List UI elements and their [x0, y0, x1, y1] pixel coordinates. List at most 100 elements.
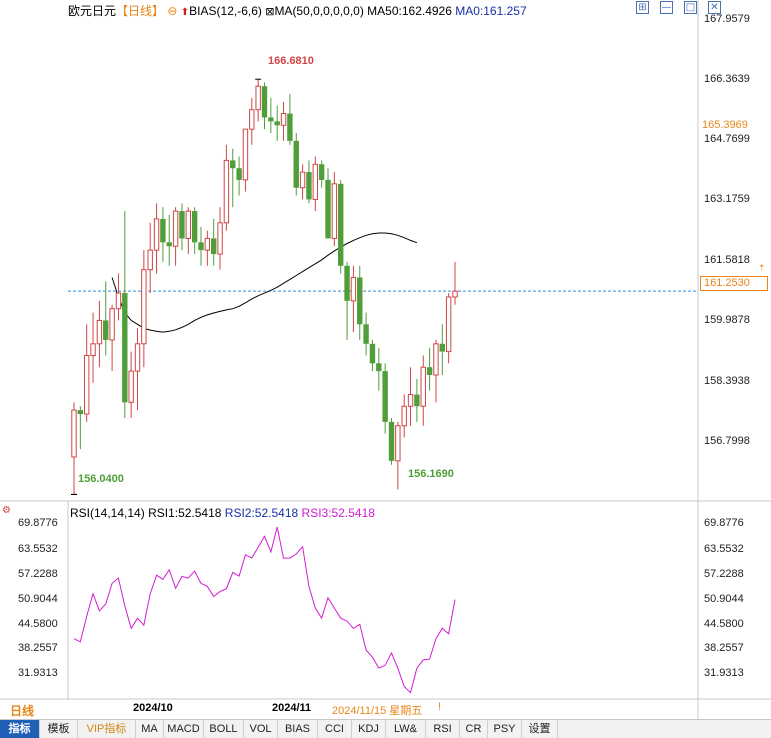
- rsi-tick: 50.9044: [704, 593, 744, 605]
- price-up-arrow-icon: ⇡: [758, 264, 766, 274]
- candle-body: [407, 394, 414, 407]
- rsi2-value: RSI2:52.5418: [224, 506, 299, 520]
- minimize-icon[interactable]: —: [660, 1, 673, 14]
- candle-body: [236, 168, 242, 180]
- rsi-settings-icon[interactable]: ⚙: [2, 505, 11, 516]
- price-tick: 164.7699: [704, 133, 750, 145]
- tab-template[interactable]: 模板: [40, 720, 78, 738]
- price-tick: 163.1759: [704, 193, 750, 205]
- candle: [96, 300, 103, 368]
- candle: [331, 172, 338, 247]
- candle-body: [369, 343, 376, 364]
- candle: [223, 144, 230, 231]
- candle: [338, 179, 344, 274]
- candle-body: [261, 86, 268, 118]
- candle-body: [115, 292, 122, 310]
- candle: [109, 304, 115, 372]
- price-tick: 161.5818: [704, 254, 750, 266]
- candle: [242, 128, 249, 192]
- candle: [388, 417, 395, 465]
- candle-body: [153, 218, 160, 251]
- price-tick: 158.3938: [704, 375, 750, 387]
- candle: [115, 273, 122, 321]
- indicator-up-icon: ⬆: [180, 7, 190, 18]
- tab-cci[interactable]: CCI: [318, 720, 352, 738]
- candle: [268, 97, 274, 134]
- rsi-tick: 63.5532: [704, 543, 744, 555]
- indicator-bias-label[interactable]: BIAS(12,-6,6): [189, 4, 262, 18]
- candle-body: [198, 242, 204, 251]
- rsi-tick: 63.5532: [18, 543, 58, 555]
- candle: [293, 133, 299, 196]
- lock-icon[interactable]: ⊖: [167, 4, 178, 18]
- candle-body: [325, 179, 331, 239]
- tab-ma[interactable]: MA: [136, 720, 164, 738]
- candle: [287, 94, 293, 145]
- candle-body: [331, 183, 338, 239]
- rsi-tick: 31.9313: [704, 667, 744, 679]
- candle: [134, 328, 141, 411]
- candle-body: [217, 222, 223, 255]
- candle: [198, 226, 204, 266]
- rsi-tick: 69.8776: [704, 517, 744, 529]
- candle: [414, 378, 420, 422]
- rsi-title[interactable]: RSI(14,14,14): [70, 506, 145, 520]
- candle: [191, 207, 198, 255]
- candle-body: [77, 410, 84, 415]
- tab-kdj[interactable]: KDJ: [352, 720, 386, 738]
- tab-vol[interactable]: VOL: [244, 720, 278, 738]
- tab-vip-indicators[interactable]: VIP指标: [78, 720, 136, 738]
- tab-rsi[interactable]: RSI: [426, 720, 460, 738]
- low-price-label-1: 156.0400: [78, 473, 124, 485]
- pointer-price-label: 165.3969: [702, 119, 748, 131]
- tab-bias[interactable]: BIAS: [278, 720, 318, 738]
- candle-body: [350, 276, 357, 302]
- candle-body: [223, 159, 230, 224]
- candle-body: [128, 370, 134, 403]
- close-icon[interactable]: ✕: [708, 1, 721, 14]
- candle-body: [338, 183, 344, 266]
- candle: [211, 218, 217, 266]
- candle-body: [268, 117, 274, 122]
- candle: [122, 211, 128, 418]
- candle-body: [103, 320, 109, 340]
- candle-body: [204, 237, 211, 251]
- candle: [433, 339, 439, 403]
- tab-cr[interactable]: CR: [460, 720, 488, 738]
- candle-body: [84, 355, 90, 415]
- candle-body: [433, 343, 439, 376]
- price-tick: 167.9579: [704, 13, 750, 25]
- candle: [147, 222, 153, 294]
- tab-indicators[interactable]: 指标: [0, 720, 40, 738]
- period-indicator[interactable]: 日线: [10, 704, 35, 718]
- candle: [217, 207, 223, 270]
- rsi1-value: RSI1:52.5418: [148, 506, 222, 520]
- candle-body: [71, 409, 77, 458]
- candle: [274, 105, 280, 141]
- price-tick: 156.7998: [704, 435, 750, 447]
- maximize-icon[interactable]: □: [684, 1, 697, 14]
- candle: [395, 421, 401, 490]
- candle: [445, 293, 452, 364]
- tab-boll[interactable]: BOLL: [204, 720, 244, 738]
- candle: [325, 168, 331, 239]
- candle-body: [439, 343, 445, 352]
- candle: [280, 101, 287, 141]
- chart-canvas[interactable]: [0, 0, 771, 719]
- candle-body: [122, 293, 128, 403]
- candle: [236, 156, 242, 196]
- tab-psy[interactable]: PSY: [488, 720, 522, 738]
- tab-settings[interactable]: 设置: [522, 720, 558, 738]
- tab-lw[interactable]: LW&: [386, 720, 426, 738]
- period-label[interactable]: 【日线】: [116, 4, 165, 18]
- window-grid-icon[interactable]: ⊞: [636, 1, 649, 14]
- candle-body: [401, 405, 407, 427]
- low-price-label-2: 156.1690: [408, 468, 454, 480]
- candle-body: [445, 296, 452, 353]
- candle: [172, 207, 179, 266]
- indicator-ma-label[interactable]: MA(50,0,0,0,0,0): [274, 4, 364, 18]
- candle-body: [172, 210, 179, 247]
- chart-header: 欧元日元【日线】 ⊖ ⬆BIAS(12,-6,6) ⊠MA(50,0,0,0,0…: [68, 2, 527, 19]
- rsi-tick: 38.2557: [704, 642, 744, 654]
- tab-macd[interactable]: MACD: [164, 720, 204, 738]
